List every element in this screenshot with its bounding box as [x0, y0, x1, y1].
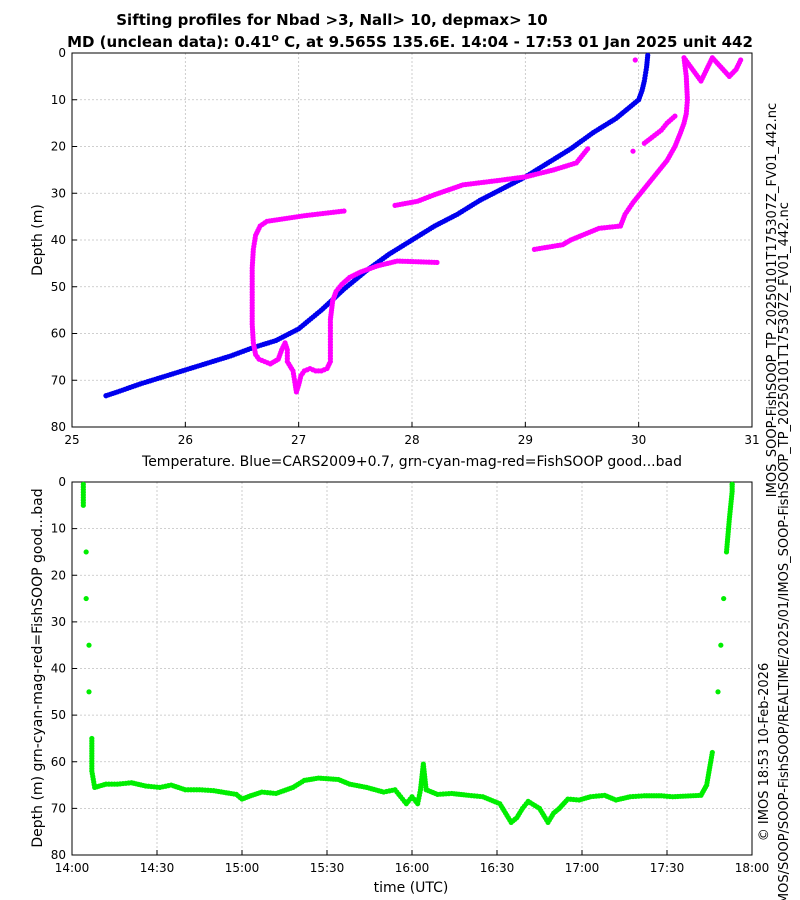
top-x-ticks: 25 26 27 28 29 30 31 [64, 422, 760, 447]
side-path: IMOS/SOOP/SOOP-FishSOOP/REALTIME/2025/01… [777, 202, 792, 900]
x-tick-label: 25 [64, 433, 79, 447]
data-point-green [729, 481, 735, 487]
y-tick-label: 60 [51, 327, 66, 341]
data-point-green [80, 502, 86, 508]
y-tick-label: 50 [51, 280, 66, 294]
x-tick-label: 30 [631, 433, 646, 447]
x-tick-label: 15:30 [310, 861, 345, 875]
y-tick-label: 40 [51, 233, 66, 247]
data-point-green [715, 689, 721, 695]
bottom-data-points [80, 481, 735, 825]
x-tick-label: 29 [518, 433, 533, 447]
x-tick-label: 14:00 [55, 861, 90, 875]
x-tick-label: 28 [404, 433, 419, 447]
chart-title-line2: MD (unclean data): 0.41o C, at 9.565S 13… [67, 31, 753, 51]
bottom-y-axis-label: Depth (m) grn-cyan-mag-red=FishSOOP good… [30, 488, 46, 847]
side-credit: © IMOS 18:53 10-Feb-2026 [757, 663, 772, 841]
data-point-magenta [531, 246, 538, 252]
y-tick-label: 30 [51, 186, 66, 200]
x-tick-label: 31 [744, 433, 759, 447]
y-tick-label: 10 [51, 93, 66, 107]
chart-title-line2-post: C, at 9.565S 135.6E. 14:04 - 17:53 01 Ja… [279, 33, 753, 51]
top-y-axis-label: Depth (m) [30, 204, 46, 276]
bottom-x-axis-label: time (UTC) [374, 880, 449, 896]
data-point-magenta [632, 57, 638, 63]
chart-title-line2-pre: MD (unclean data): 0.41 [67, 33, 271, 51]
x-tick-label: 16:00 [395, 861, 430, 875]
y-tick-label: 0 [58, 475, 66, 489]
y-tick-label: 0 [58, 46, 66, 60]
y-tick-label: 80 [51, 420, 66, 434]
data-point-green [83, 549, 89, 555]
x-tick-label: 14:30 [140, 861, 175, 875]
top-x-axis-label: Temperature. Blue=CARS2009+0.7, grn-cyan… [141, 454, 682, 470]
x-tick-label: 17:30 [650, 861, 685, 875]
y-tick-label: 80 [51, 848, 66, 862]
bottom-x-ticks: 14:00 14:30 15:00 15:30 16:00 16:30 17:00 17:30… [55, 850, 770, 875]
y-tick-label: 60 [51, 755, 66, 769]
top-data-points [103, 52, 744, 399]
y-tick-label: 40 [51, 662, 66, 676]
data-point-blue [103, 393, 109, 399]
time-depth-plot: 14:00 14:30 15:00 15:30 16:00 16:30 17:00 17:30… [30, 475, 769, 896]
side-filename: IMOS_SOOP-FishSOOP_TP_20250101T175307Z_F… [765, 103, 780, 497]
y-tick-label: 20 [51, 140, 66, 154]
data-point-magenta [641, 140, 647, 146]
y-tick-label: 30 [51, 615, 66, 629]
x-tick-label: 18:00 [735, 861, 770, 875]
x-tick-label: 26 [178, 433, 193, 447]
y-tick-label: 20 [51, 568, 66, 582]
data-point-green [721, 595, 727, 602]
data-point-green [86, 689, 92, 695]
data-point-magenta [630, 148, 636, 154]
data-point-green [83, 595, 89, 602]
x-tick-label: 17:00 [565, 861, 600, 875]
x-tick-label: 27 [291, 433, 306, 447]
y-tick-label: 50 [51, 708, 66, 722]
degree-superscript: o [271, 31, 279, 44]
data-point-green [718, 642, 724, 648]
y-tick-label: 70 [51, 373, 66, 387]
top-y-ticks: 0 10 20 30 40 50 60 70 80 [51, 46, 77, 434]
chart-title-line1: Sifting profiles for Nbad >3, Nall> 10, … [116, 11, 547, 29]
data-point-green [709, 749, 715, 756]
bottom-y-ticks: 0 10 20 30 40 50 60 70 80 [51, 475, 77, 862]
x-tick-label: 15:00 [225, 861, 260, 875]
data-point-green [86, 642, 92, 648]
x-tick-label: 16:30 [480, 861, 515, 875]
data-point-magenta [392, 202, 398, 209]
data-point-magenta [434, 259, 440, 266]
temperature-depth-plot: 25 26 27 28 29 30 31 0 10 20 30 40 50 60 70 80 Tempera… [30, 46, 760, 470]
y-tick-label: 70 [51, 801, 66, 815]
y-tick-label: 10 [51, 522, 66, 536]
